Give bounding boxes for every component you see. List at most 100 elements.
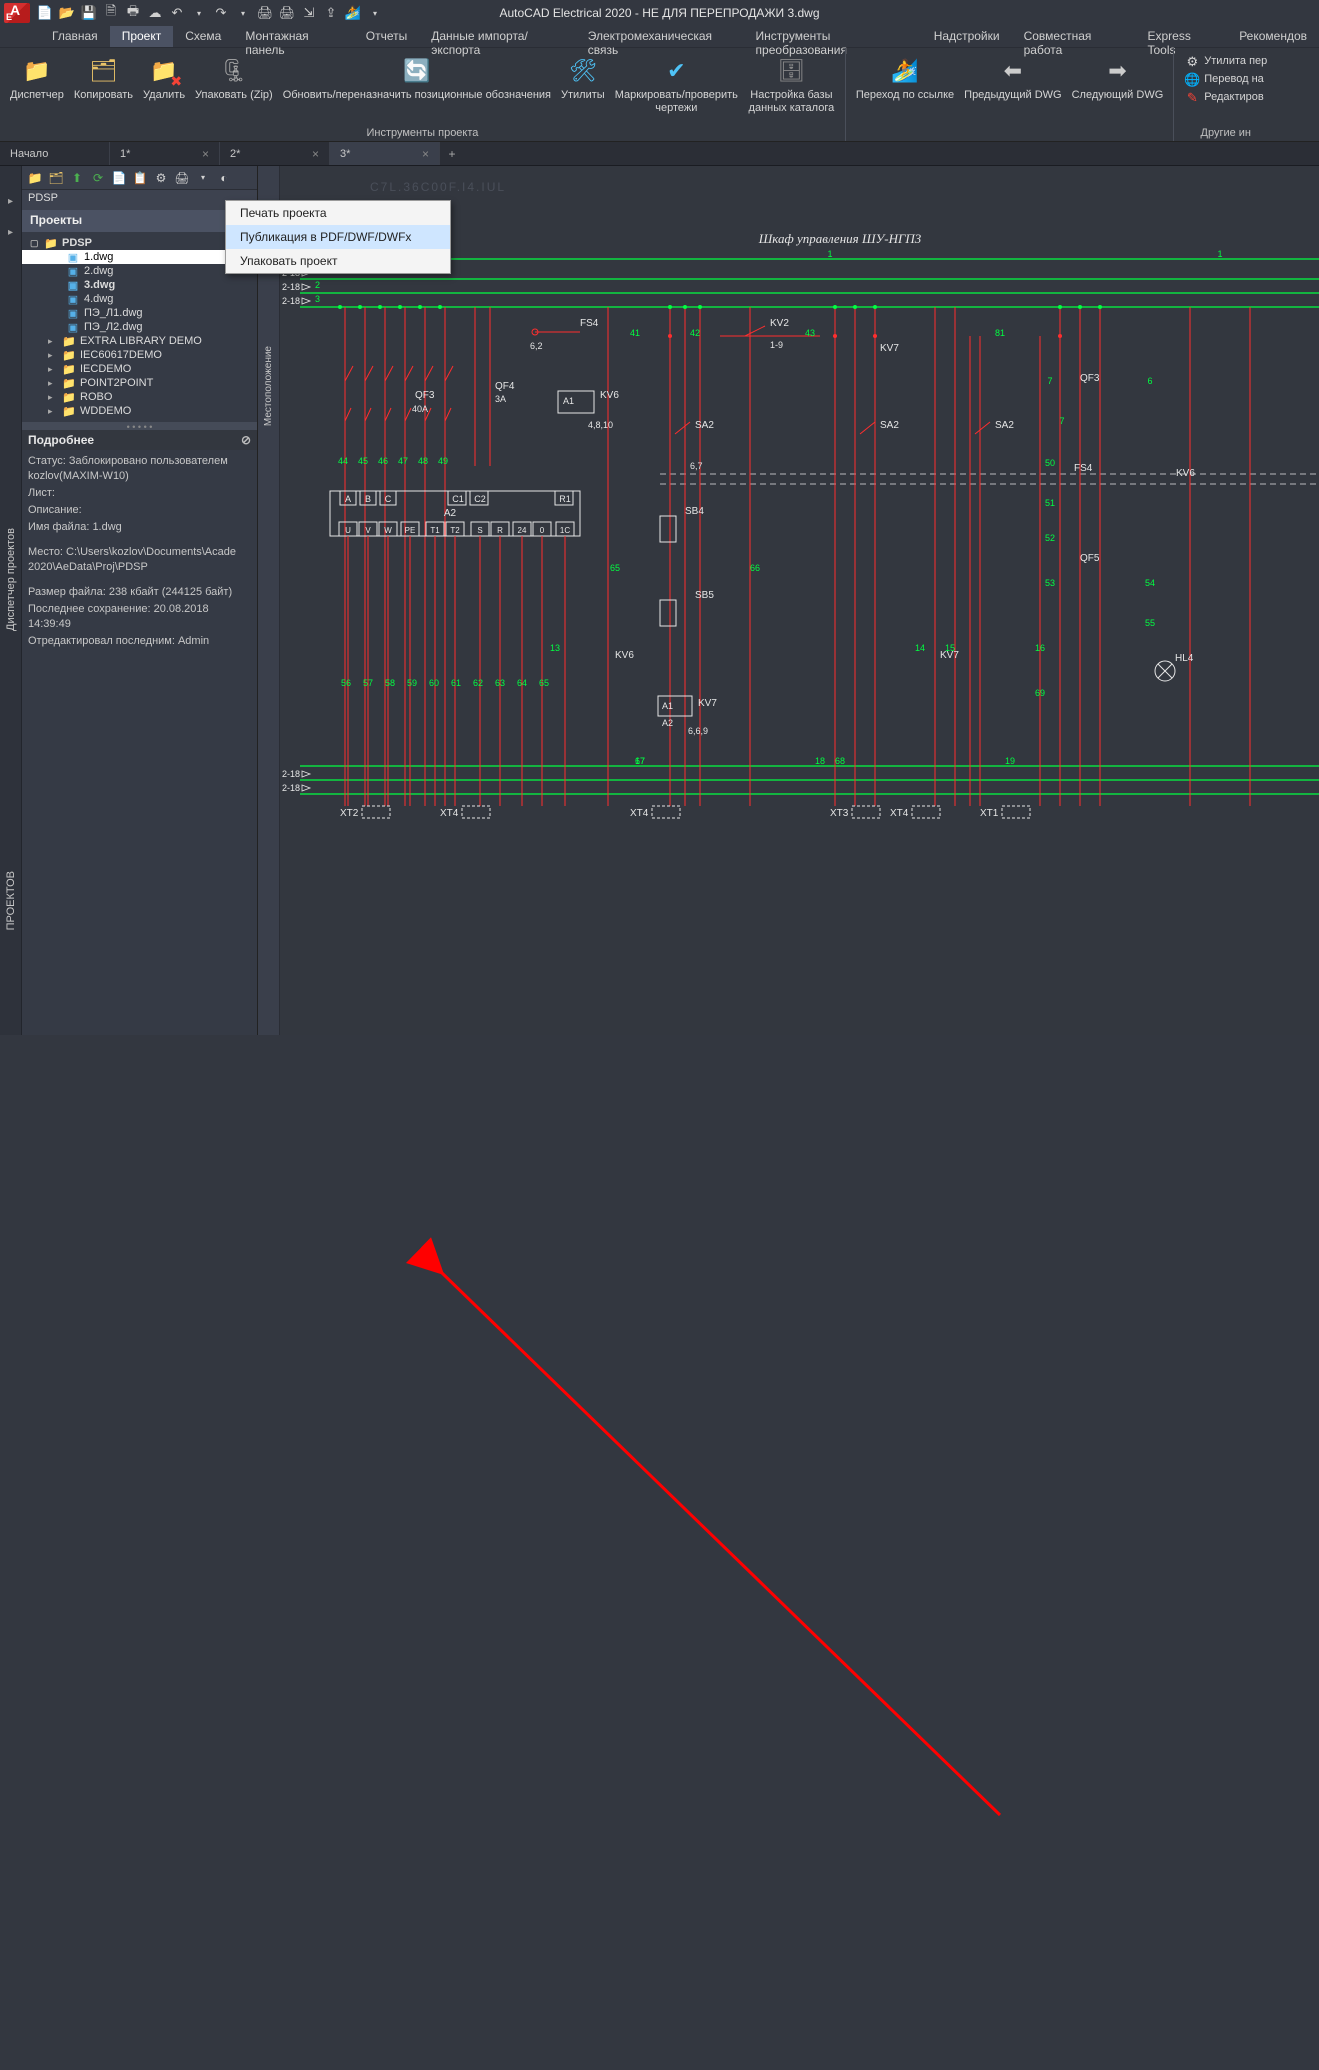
btn-db-label: Настройка базы данных каталога: [749, 89, 835, 115]
qat-plot-icon[interactable]: 🖶: [124, 4, 142, 22]
qat-redo-icon[interactable]: ↷: [212, 4, 230, 22]
tb-help-icon[interactable]: ◐: [215, 169, 233, 187]
close-icon[interactable]: ×: [422, 147, 429, 161]
btn-trans[interactable]: 🌐Перевод на: [1180, 70, 1271, 88]
tab-emech[interactable]: Электромеханическая связь: [576, 26, 744, 47]
qat-cloud-icon[interactable]: ☁: [146, 4, 164, 22]
vstrip-pin-icon[interactable]: ▸: [8, 196, 13, 207]
tb-new-icon[interactable]: 🗂: [47, 169, 65, 187]
tab-import[interactable]: Данные импорта/экспорта: [419, 26, 576, 47]
qat-redo-drop-icon[interactable]: ▾: [234, 4, 252, 22]
tab-panel[interactable]: Монтажная панель: [233, 26, 353, 47]
tree-proj-wd[interactable]: ▸📁WDDEMO: [22, 404, 257, 418]
btn-refresh[interactable]: 🔄Обновить/переназначить позиционные обоз…: [279, 52, 555, 117]
tb-up-icon[interactable]: ⬆: [68, 169, 86, 187]
qat-open-icon[interactable]: 📂: [58, 4, 76, 22]
btn-utilities[interactable]: 🛠Утилиты: [557, 52, 609, 117]
tb-print-icon[interactable]: 🖨: [173, 169, 191, 187]
qat-export-icon[interactable]: ⇲: [300, 4, 318, 22]
tree-file-5[interactable]: ▣ПЭ_Л1.dwg: [22, 306, 257, 320]
qat-print2-icon[interactable]: 🖨: [278, 4, 296, 22]
filetab-start[interactable]: Начало: [0, 142, 110, 165]
svg-text:51: 51: [1045, 498, 1055, 508]
svg-text:1С: 1С: [560, 526, 570, 535]
tb-drop-icon[interactable]: ▾: [194, 169, 212, 187]
tb-refresh-icon[interactable]: ⟳: [89, 169, 107, 187]
canvas-side-tab[interactable]: Местоположение: [258, 166, 280, 1035]
tab-reports[interactable]: Отчеты: [354, 26, 419, 47]
btn-next[interactable]: ➡Следующий DWG: [1068, 52, 1168, 104]
qat-new-icon[interactable]: 📄: [36, 4, 54, 22]
filetab-1[interactable]: 1*×: [110, 142, 220, 165]
qat-save-icon[interactable]: 💾: [80, 4, 98, 22]
tree-proj-iec617[interactable]: ▸📁IEC60617DEMO: [22, 348, 257, 362]
btn-zip[interactable]: 🗜Упаковать (Zip): [191, 52, 277, 117]
qat-undo-icon[interactable]: ↶: [168, 4, 186, 22]
tree-proj-iec[interactable]: ▸📁IECDEMO: [22, 362, 257, 376]
tab-recommend[interactable]: Рекомендов: [1227, 26, 1319, 47]
splitter[interactable]: • • • • •: [22, 422, 257, 430]
tab-convert[interactable]: Инструменты преобразования: [744, 26, 922, 47]
qat-print-icon[interactable]: 🖨: [256, 4, 274, 22]
tree-file-1[interactable]: ▣1.dwg: [22, 250, 257, 264]
tree-proj-p2p[interactable]: ▸📁POINT2POINT: [22, 376, 257, 390]
btn-delete-label: Удалить: [143, 89, 185, 102]
btn-edit[interactable]: ✎Редактиров: [1180, 88, 1271, 106]
tree-proj-extra[interactable]: ▸📁EXTRA LIBRARY DEMO: [22, 334, 257, 348]
svg-text:PE: PE: [405, 526, 416, 535]
app-logo[interactable]: E: [4, 3, 30, 23]
tb-folder-icon[interactable]: 📁: [26, 169, 44, 187]
btn-dispatcher[interactable]: 📁Диспетчер: [6, 52, 68, 117]
detail-status: Статус: Заблокировано пользователем kozl…: [28, 454, 251, 484]
menu-publish-pdf[interactable]: Публикация в PDF/DWF/DWFx: [226, 225, 450, 249]
qat-share-icon[interactable]: ⇪: [322, 4, 340, 22]
close-icon[interactable]: ×: [202, 147, 209, 161]
filetab-2[interactable]: 2*×: [220, 142, 330, 165]
menu-pack-project[interactable]: Упаковать проект: [226, 249, 450, 273]
btn-delete[interactable]: 📁✖Удалить: [139, 52, 189, 117]
svg-text:XT1: XT1: [980, 808, 999, 819]
tree-file-4[interactable]: ▣4.dwg: [22, 292, 257, 306]
btn-util-per[interactable]: ⚙Утилита пер: [1180, 52, 1271, 70]
btn-mark[interactable]: ✔Маркировать/проверить чертежи: [611, 52, 742, 117]
btn-copy[interactable]: 🗂Копировать: [70, 52, 137, 117]
tab-schema[interactable]: Схема: [173, 26, 233, 47]
tab-collab[interactable]: Совместная работа: [1012, 26, 1136, 47]
wrench-icon: 🛠: [567, 54, 599, 86]
close-icon[interactable]: ×: [312, 147, 319, 161]
tb-settings-icon[interactable]: ⚙: [152, 169, 170, 187]
qat-saveas-icon[interactable]: 🗎: [102, 4, 120, 22]
details-close-icon[interactable]: ⊘: [241, 433, 251, 447]
tb-doc2-icon[interactable]: 📋: [131, 169, 149, 187]
filetab-add[interactable]: +: [440, 142, 464, 165]
vtab-projects[interactable]: ПРОЕКТОВ: [3, 861, 19, 940]
btn-prev[interactable]: ⬅Предыдущий DWG: [960, 52, 1065, 104]
vtab-project-manager[interactable]: Диспетчер проектов: [3, 518, 19, 641]
tree-proj-robo[interactable]: ▸📁ROBO: [22, 390, 257, 404]
filetab-3[interactable]: 3*×: [330, 142, 440, 165]
tree-root[interactable]: ▢📁PDSP: [22, 236, 257, 250]
tab-addins[interactable]: Надстройки: [922, 26, 1012, 47]
svg-text:54: 54: [1145, 578, 1155, 588]
qat-undo-drop-icon[interactable]: ▾: [190, 4, 208, 22]
tree-file-4-label: 4.dwg: [84, 293, 113, 305]
tree-file-6[interactable]: ▣ПЭ_Л2.dwg: [22, 320, 257, 334]
tree-file-3[interactable]: ▣3.dwg: [22, 278, 257, 292]
ribbon-tabs: Главная Проект Схема Монтажная панель От…: [0, 26, 1319, 48]
btn-link[interactable]: 🏄Переход по ссылке: [852, 52, 958, 104]
tab-express[interactable]: Express Tools: [1135, 26, 1227, 47]
details-body: Статус: Заблокировано пользователем kozl…: [22, 450, 257, 655]
tab-home[interactable]: Главная: [40, 26, 110, 47]
tab-project[interactable]: Проект: [110, 26, 174, 47]
svg-text:A: A: [345, 494, 351, 504]
tb-doc-icon[interactable]: 📄: [110, 169, 128, 187]
tree-file-2[interactable]: ▣2.dwg: [22, 264, 257, 278]
drawing-canvas[interactable]: Шкаф управления ШУ-НГП3C7L.36C00F.I4.IUL…: [280, 166, 1319, 1035]
qat-man-icon[interactable]: 🏄: [344, 4, 362, 22]
menu-print-project[interactable]: Печать проекта: [226, 201, 450, 225]
btn-copy-label: Копировать: [74, 89, 133, 102]
tree-proj-wd-label: WDDEMO: [80, 405, 131, 417]
btn-db[interactable]: 🗄Настройка базы данных каталога: [744, 52, 839, 117]
qat-drop-icon[interactable]: ▾: [366, 4, 384, 22]
vstrip-pin2-icon[interactable]: ▸: [8, 227, 13, 238]
